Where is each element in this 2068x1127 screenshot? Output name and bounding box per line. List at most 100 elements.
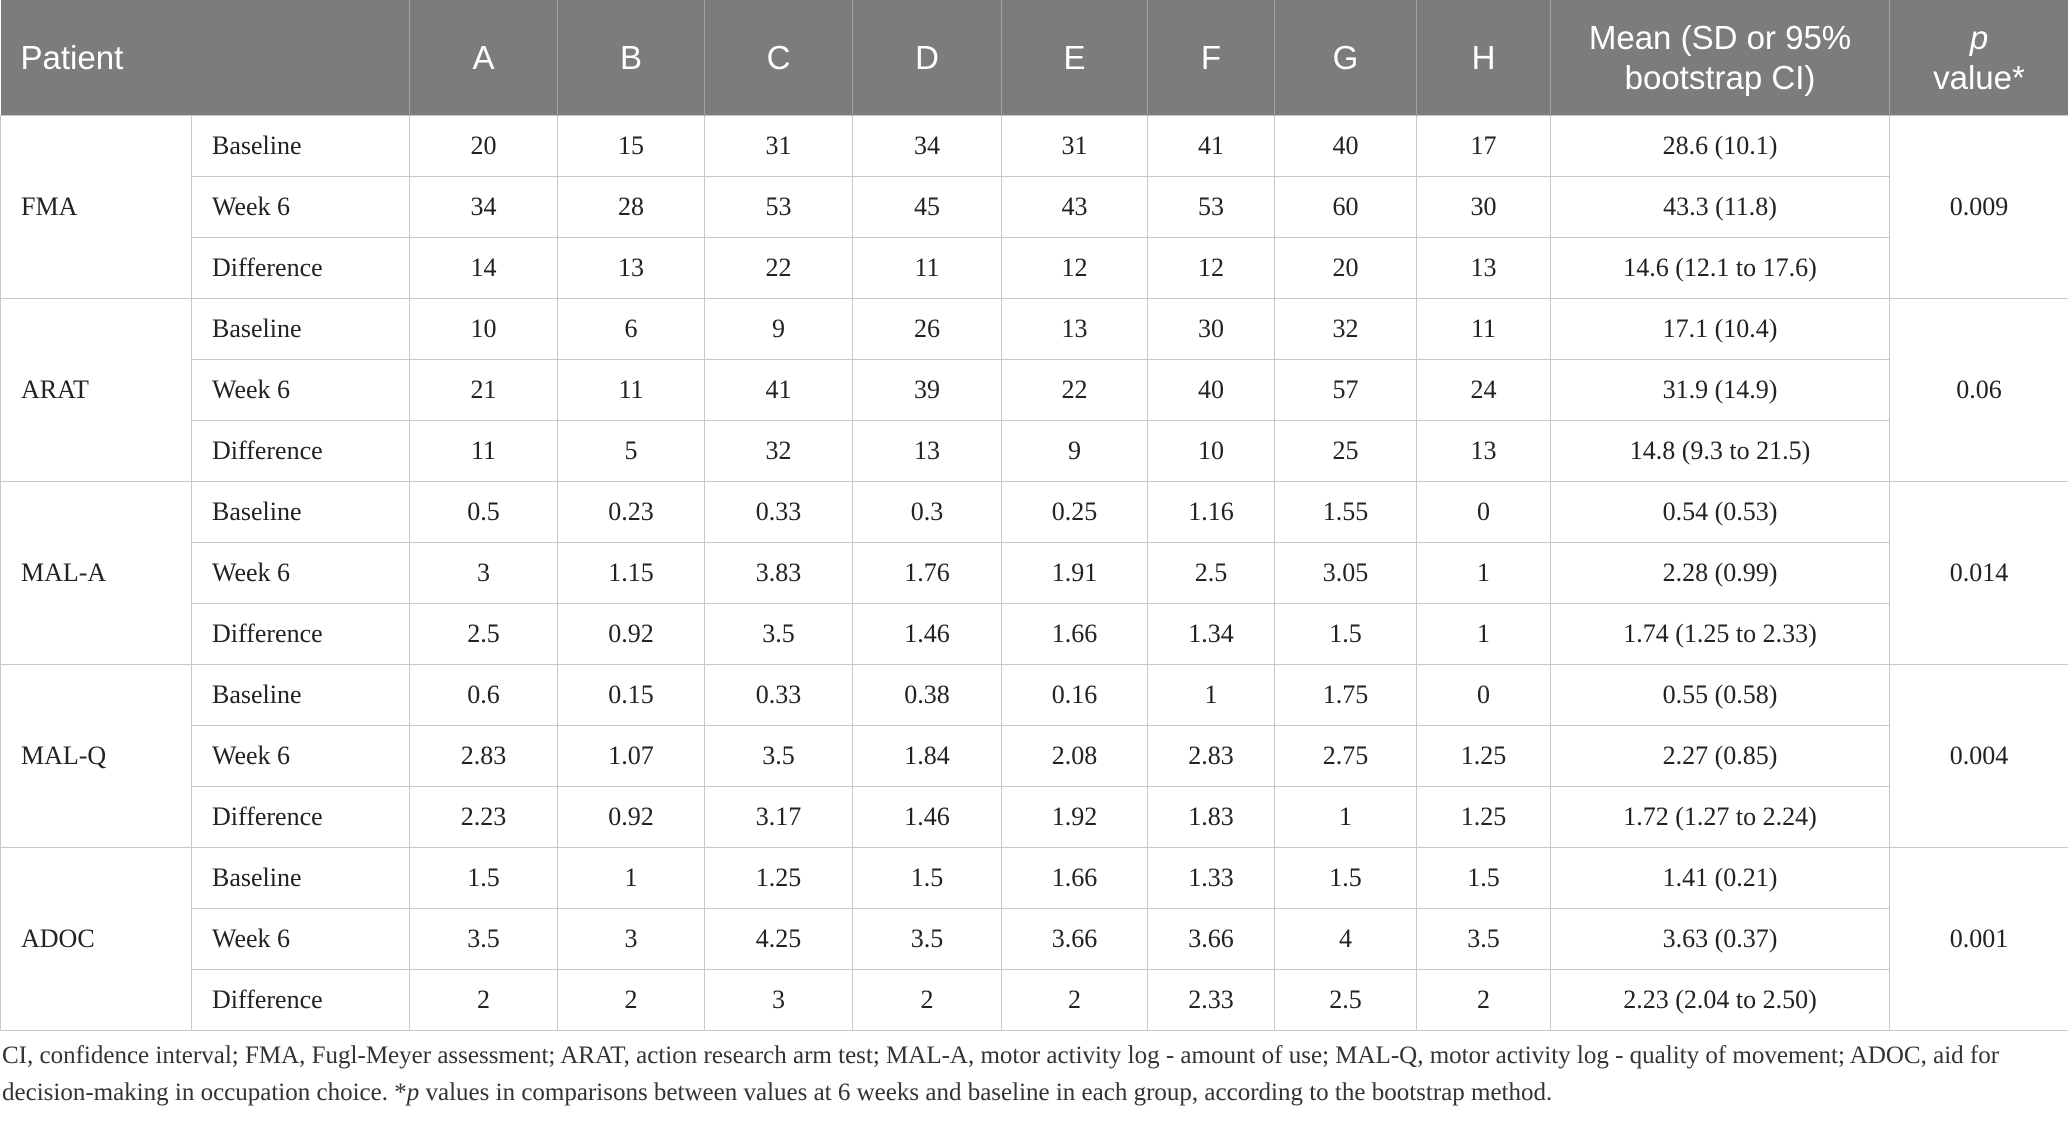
row-label: Week 6 [191, 908, 410, 970]
value-cell: 30 [1416, 176, 1551, 238]
header-cell: Mean (SD or 95% bootstrap CI) [1550, 0, 1890, 116]
value-cell: 0.25 [1001, 481, 1148, 543]
value-cell: 2.75 [1274, 725, 1417, 787]
value-cell: 1.46 [852, 786, 1002, 848]
value-cell: 41 [704, 359, 853, 421]
table-row: ADOC Baseline 1.5 1 1.25 1.5 1.66 1.33 1.5 1.5 1.4… [0, 847, 2068, 1031]
mean-cell: 1.41 (0.21) [1550, 847, 1890, 909]
value-cell: 11 [1416, 298, 1551, 360]
table-row: Week 6 3 1.15 3.83 1.76 1.91 2.5 3.05 1 2.28 (0.9… [1, 542, 2068, 604]
value-cell: 1.84 [852, 725, 1002, 787]
results-table: Patient A B C D E F G H Mean (SD or 95% bootstrap… [0, 0, 2068, 1031]
value-cell: 2 [409, 969, 558, 1031]
value-cell: 2.33 [1147, 969, 1275, 1031]
value-cell: 45 [852, 176, 1002, 238]
value-cell: 3.66 [1001, 908, 1148, 970]
value-cell: 1.5 [1416, 847, 1551, 909]
table-row: ARAT Baseline 10 6 9 26 13 30 32 11 17.1 (10.4) 0.0… [0, 298, 2068, 482]
footnote-text: CI, confidence interval; FMA, Fugl-Meyer… [2, 1042, 2000, 1106]
value-cell: 14 [409, 237, 558, 299]
value-cell: 28 [557, 176, 705, 238]
value-cell: 3.05 [1274, 542, 1417, 604]
value-cell: 1.5 [1274, 847, 1417, 909]
value-cell: 9 [704, 298, 853, 360]
table-row: MAL-Q Baseline 0.6 0.15 0.33 0.38 0.16 1 1.75 0 0.… [0, 664, 2068, 848]
value-cell: 53 [1147, 176, 1275, 238]
value-cell: 1 [1147, 664, 1275, 726]
value-cell: 3.5 [704, 725, 853, 787]
value-cell: 1.91 [1001, 542, 1148, 604]
value-cell: 3 [557, 908, 705, 970]
value-cell: 60 [1274, 176, 1417, 238]
value-cell: 3.5 [409, 908, 558, 970]
mean-cell: 2.27 (0.85) [1550, 725, 1890, 787]
value-cell: 0.33 [704, 664, 853, 726]
footnote-text: values in comparisons between values at … [419, 1079, 1553, 1106]
value-cell: 1.5 [1274, 603, 1417, 665]
value-cell: 4.25 [704, 908, 853, 970]
value-cell: 25 [1274, 420, 1417, 482]
value-cell: 0.92 [557, 603, 705, 665]
value-cell: 1.34 [1147, 603, 1275, 665]
row-label: Difference [191, 237, 410, 299]
row-label: Baseline [191, 115, 410, 177]
value-cell: 41 [1147, 115, 1275, 177]
value-cell: 0.23 [557, 481, 705, 543]
value-cell: 1 [1416, 542, 1551, 604]
value-cell: 10 [409, 298, 558, 360]
header-cell: H [1416, 0, 1551, 116]
table-row: Week 6 34 28 53 45 43 53 60 30 43.3 (11.8) [1, 176, 2068, 238]
value-cell: 2.5 [1147, 542, 1275, 604]
value-cell: 2.5 [409, 603, 558, 665]
value-cell: 0 [1416, 664, 1551, 726]
value-cell: 3 [409, 542, 558, 604]
value-cell: 15 [557, 115, 705, 177]
value-cell: 40 [1274, 115, 1417, 177]
mean-cell: 43.3 (11.8) [1550, 176, 1890, 238]
header-cell: p value* [1889, 0, 2068, 116]
row-label: Week 6 [191, 359, 410, 421]
value-cell: 1.25 [704, 847, 853, 909]
value-cell: 11 [852, 237, 1002, 299]
table-row: Difference 14 13 22 11 12 12 20 13 14.6 (12.1 to … [1, 237, 2068, 299]
row-label: Baseline [191, 847, 410, 909]
value-cell: 2 [1416, 969, 1551, 1031]
value-cell: 26 [852, 298, 1002, 360]
p-value: 0.001 [1889, 847, 2068, 1031]
value-cell: 4 [1274, 908, 1417, 970]
group-label: FMA [0, 115, 192, 299]
value-cell: 0.92 [557, 786, 705, 848]
value-cell: 2 [852, 969, 1002, 1031]
value-cell: 3.5 [1416, 908, 1551, 970]
table-row: MAL-A Baseline 0.5 0.23 0.33 0.3 0.25 1.16 1.55 0… [0, 481, 2068, 665]
value-cell: 2.5 [1274, 969, 1417, 1031]
value-cell: 1.75 [1274, 664, 1417, 726]
table-row: Difference 2.5 0.92 3.5 1.46 1.66 1.34 1.5 1 1.74… [1, 603, 2068, 665]
mean-cell: 1.74 (1.25 to 2.33) [1550, 603, 1890, 665]
value-cell: 31 [1001, 115, 1148, 177]
mean-cell: 14.8 (9.3 to 21.5) [1550, 420, 1890, 482]
group-label: MAL-Q [0, 664, 192, 848]
header-cell: G [1274, 0, 1417, 116]
mean-cell: 2.23 (2.04 to 2.50) [1550, 969, 1890, 1031]
mean-cell: 28.6 (10.1) [1550, 115, 1890, 177]
value-cell: 17 [1416, 115, 1551, 177]
value-cell: 1.33 [1147, 847, 1275, 909]
value-cell: 1 [1416, 603, 1551, 665]
value-cell: 1.66 [1001, 603, 1148, 665]
value-cell: 1.76 [852, 542, 1002, 604]
value-cell: 24 [1416, 359, 1551, 421]
value-cell: 32 [1274, 298, 1417, 360]
value-cell: 12 [1001, 237, 1148, 299]
row-label: Week 6 [191, 725, 410, 787]
header-text: value* [1933, 58, 2025, 96]
row-label: Baseline [191, 664, 410, 726]
mean-cell: 17.1 (10.4) [1550, 298, 1890, 360]
footnote: CI, confidence interval; FMA, Fugl-Meyer… [2, 1037, 2060, 1111]
row-label: Difference [191, 786, 410, 848]
row-label: Week 6 [191, 176, 410, 238]
header-cell: Patient [0, 0, 410, 116]
value-cell: 2.23 [409, 786, 558, 848]
value-cell: 0.15 [557, 664, 705, 726]
